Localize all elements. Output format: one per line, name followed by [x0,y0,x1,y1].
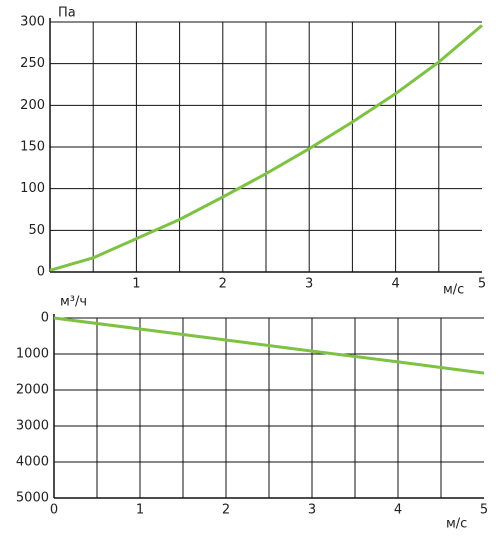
y-tick-label: 4000 [16,455,49,470]
x-tick-label: 1 [132,277,140,292]
y-tick-label: 250 [20,56,45,71]
x-axis-label: м/с [443,283,464,298]
data-line [49,24,483,272]
y-tick-label: 100 [20,181,45,196]
y-tick-label: 1000 [16,347,49,362]
y-tick-label: 0 [37,265,45,280]
x-axis-label: м/с [446,517,467,532]
x-tick-label: 1 [136,503,144,518]
x-tick-label: 5 [480,503,488,518]
x-tick-label: 0 [50,503,58,518]
y-tick-label: 300 [20,15,45,30]
y-tick-label: 5000 [16,491,49,506]
x-tick-label: 2 [219,277,227,292]
x-tick-label: 4 [391,277,399,292]
y-tick-label: 0 [41,311,49,326]
y-tick-label: 3000 [16,419,49,434]
y-tick-label: 2000 [16,383,49,398]
y-tick-label: 150 [20,140,45,155]
y-tick-label: 200 [20,98,45,113]
y-axis-label: м³/ч [60,295,87,310]
y-tick-label: 50 [28,223,45,238]
x-tick-label: 4 [394,503,402,518]
x-tick-label: 3 [308,503,316,518]
x-tick-label: 3 [305,277,313,292]
y-axis-label: Па [58,6,76,21]
data-line [53,316,485,375]
x-tick-label: 2 [222,503,230,518]
x-tick-label: 5 [478,277,486,292]
